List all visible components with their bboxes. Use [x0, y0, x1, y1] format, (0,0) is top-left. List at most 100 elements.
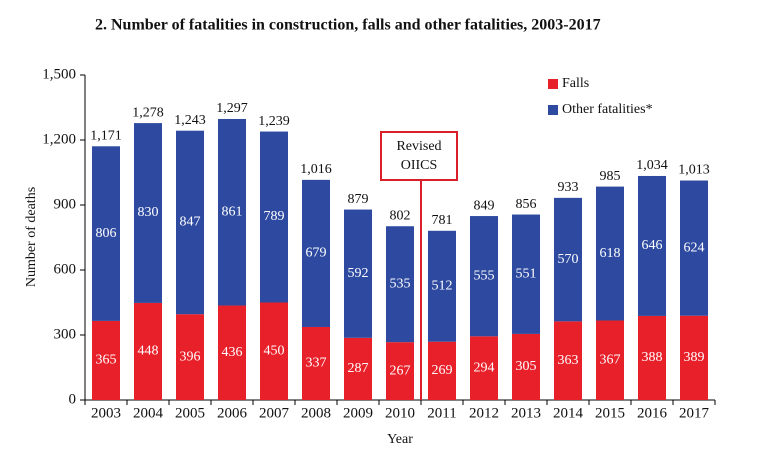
total-label: 856 — [516, 197, 537, 212]
x-tick-label: 2006 — [217, 405, 248, 421]
bar-segment — [218, 118, 246, 306]
x-tick-label: 2011 — [427, 405, 456, 421]
total-label: 802 — [390, 208, 411, 223]
bar-segment — [554, 197, 582, 322]
total-label: 1,239 — [258, 114, 290, 129]
total-label: 1,016 — [300, 162, 332, 177]
bar-segment — [428, 341, 456, 400]
x-axis-label: Year — [387, 432, 413, 447]
bar-value-label: 267 — [390, 363, 411, 378]
x-tick-label: 2005 — [175, 405, 205, 421]
bar-segment — [92, 320, 120, 400]
bar-value-label: 555 — [474, 268, 495, 283]
bar-segment — [176, 130, 204, 315]
x-tick-label: 2017 — [679, 405, 710, 421]
bar-value-label: 337 — [306, 356, 327, 371]
bar-value-label: 624 — [684, 240, 705, 255]
bar-segment — [596, 320, 624, 400]
bar-value-label: 396 — [180, 349, 201, 364]
bar-value-label: 592 — [348, 266, 369, 281]
bar-segment — [92, 146, 120, 321]
bar-value-label: 287 — [348, 361, 369, 376]
bar-value-label: 450 — [264, 343, 285, 358]
y-tick-label: 300 — [54, 326, 77, 342]
annotation-box — [380, 131, 458, 181]
bar-segment — [260, 131, 288, 303]
bar-segment — [428, 230, 456, 342]
bar-value-label: 861 — [222, 204, 243, 219]
legend-label: Falls — [562, 76, 589, 91]
bar-segment — [176, 314, 204, 400]
bar-value-label: 305 — [516, 359, 537, 374]
bar-segment — [470, 216, 498, 337]
bar-value-label: 789 — [264, 209, 285, 224]
bar-segment — [680, 315, 708, 400]
annotation-text: Revised — [396, 139, 441, 154]
total-label: 933 — [558, 180, 579, 195]
annotation-text: OIICS — [401, 158, 438, 173]
bar-value-label: 269 — [432, 363, 453, 378]
bar-segment — [344, 337, 372, 400]
bar-segment — [470, 336, 498, 400]
legend-swatch — [548, 105, 558, 115]
bar-value-label: 294 — [474, 360, 495, 375]
legend-swatch — [548, 79, 558, 89]
y-tick-label: 600 — [54, 261, 77, 277]
bar-value-label: 365 — [96, 353, 117, 368]
bar-segment — [260, 302, 288, 400]
y-axis-label: Number of deaths — [24, 187, 39, 287]
bar-value-label: 646 — [642, 238, 663, 253]
bar-segment — [218, 305, 246, 400]
x-tick-label: 2015 — [595, 405, 625, 421]
x-tick-label: 2016 — [637, 405, 668, 421]
x-tick-label: 2007 — [259, 405, 290, 421]
x-tick-label: 2008 — [301, 405, 331, 421]
total-label: 1,278 — [132, 105, 164, 120]
bar-value-label: 806 — [96, 226, 117, 241]
x-tick-label: 2004 — [133, 405, 164, 421]
bar-value-label: 570 — [558, 252, 579, 267]
total-label: 1,243 — [174, 113, 206, 128]
total-label: 1,297 — [216, 101, 248, 116]
bar-value-label: 551 — [516, 266, 537, 281]
bar-value-label: 363 — [558, 353, 579, 368]
bar-segment — [680, 180, 708, 316]
bar-value-label: 367 — [600, 352, 621, 367]
x-tick-label: 2009 — [343, 405, 373, 421]
bar-segment — [638, 175, 666, 316]
x-tick-label: 2003 — [91, 405, 121, 421]
bar-segment — [512, 214, 540, 334]
total-label: 1,171 — [90, 129, 122, 144]
bar-value-label: 618 — [600, 246, 621, 261]
bar-segment — [302, 179, 330, 327]
total-label: 1,034 — [636, 158, 668, 173]
y-tick-label: 1,200 — [42, 131, 76, 147]
bar-value-label: 436 — [222, 345, 243, 360]
bar-segment — [134, 302, 162, 400]
y-tick-label: 0 — [69, 391, 77, 407]
bar-value-label: 535 — [390, 276, 411, 291]
bar-value-label: 389 — [684, 350, 705, 365]
bar-segment — [386, 226, 414, 343]
total-label: 985 — [600, 169, 621, 184]
bar-value-label: 847 — [180, 215, 201, 230]
bar-segment — [302, 326, 330, 400]
total-label: 879 — [348, 192, 369, 207]
total-label: 1,013 — [678, 163, 710, 178]
bar-value-label: 448 — [138, 344, 159, 359]
bar-segment — [344, 209, 372, 338]
bar-segment — [386, 342, 414, 400]
x-tick-label: 2013 — [511, 405, 541, 421]
bar-value-label: 830 — [138, 205, 159, 220]
bar-value-label: 388 — [642, 350, 663, 365]
total-label: 849 — [474, 198, 495, 213]
bar-segment — [638, 315, 666, 400]
x-tick-label: 2014 — [553, 405, 584, 421]
x-tick-label: 2010 — [385, 405, 415, 421]
total-label: 781 — [432, 213, 453, 228]
bar-value-label: 512 — [432, 278, 453, 293]
y-tick-label: 1,500 — [42, 66, 76, 82]
chart-title: 2. Number of fatalities in construction,… — [95, 17, 601, 34]
